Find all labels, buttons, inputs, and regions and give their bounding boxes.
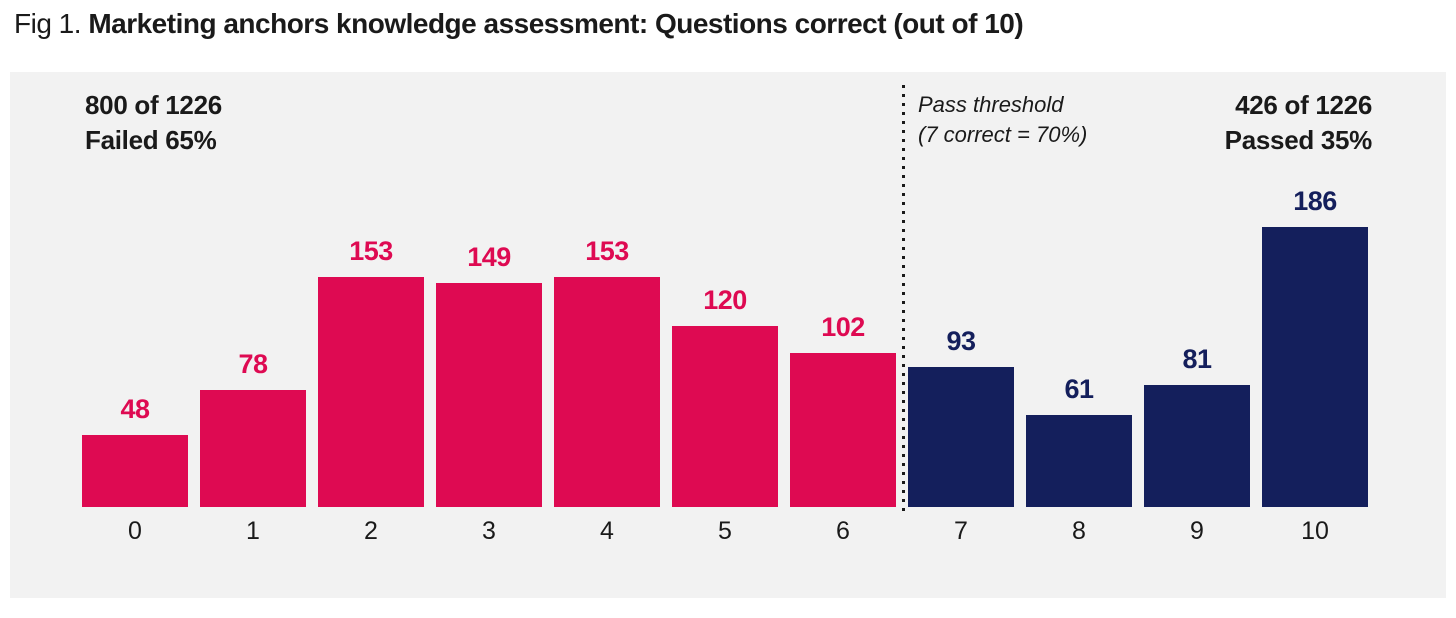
bar: [1026, 415, 1132, 507]
x-axis-tick-label: 5: [718, 517, 732, 545]
x-axis-tick-label: 10: [1301, 517, 1329, 545]
bar: [82, 435, 188, 507]
bar-chart: 48 0 78 1 153 2 149 3 153 4 120 5 102 6 93 7 61 8 81 9 186 10: [10, 72, 1446, 598]
passed-summary: 426 of 1226 Passed 35%: [1224, 88, 1373, 158]
bar-group: 61 8: [1026, 72, 1132, 598]
pass-threshold-line: [902, 85, 905, 517]
pass-threshold-label-line1: Pass threshold: [918, 92, 1064, 117]
bar: [200, 390, 306, 507]
passed-percent: Passed 35%: [1224, 125, 1373, 155]
passed-count: 426 of 1226: [1235, 90, 1372, 120]
failed-count: 800 of 1226: [85, 90, 222, 120]
bar-value-label: 153: [585, 236, 629, 266]
bar-value-label: 186: [1293, 186, 1337, 216]
bar-value-label: 120: [703, 285, 747, 315]
bar-value-label: 149: [467, 242, 511, 272]
bar-value-label: 102: [821, 312, 865, 342]
failed-percent: Failed 65%: [85, 125, 217, 155]
bar: [672, 326, 778, 507]
pass-threshold-label-line2: (7 correct = 70%): [918, 122, 1088, 147]
x-axis-tick-label: 3: [482, 517, 496, 545]
bar-group: 48 0: [82, 72, 188, 598]
bar-value-label: 81: [1182, 344, 1212, 374]
bar-group: 149 3: [436, 72, 542, 598]
figure-title: Fig 1. Marketing anchors knowledge asses…: [14, 8, 1444, 40]
bar: [436, 283, 542, 507]
bar: [1262, 227, 1368, 507]
bar-group: 81 9: [1144, 72, 1250, 598]
bar-value-label: 48: [120, 394, 150, 424]
bar-group: 186 10: [1262, 72, 1368, 598]
bar-value-label: 153: [349, 236, 393, 266]
x-axis-tick-label: 8: [1072, 517, 1086, 545]
bar-group: 78 1: [200, 72, 306, 598]
bar-group: 153 2: [318, 72, 424, 598]
bar-group: 120 5: [672, 72, 778, 598]
x-axis-tick-label: 7: [954, 517, 968, 545]
figure-title-text: Marketing anchors knowledge assessment: …: [88, 8, 1024, 39]
x-axis-tick-label: 9: [1190, 517, 1204, 545]
bar-value-label: 93: [946, 326, 976, 356]
chart-panel: 800 of 1226 Failed 65% Pass threshold (7…: [10, 72, 1446, 598]
bar-value-label: 61: [1064, 374, 1094, 404]
failed-summary: 800 of 1226 Failed 65%: [85, 88, 222, 158]
x-axis-tick-label: 1: [246, 517, 260, 545]
bar-value-label: 78: [238, 349, 268, 379]
bar-group: 153 4: [554, 72, 660, 598]
bar: [908, 367, 1014, 507]
x-axis-tick-label: 4: [600, 517, 614, 545]
bar: [1144, 385, 1250, 507]
bar: [790, 353, 896, 507]
bar: [554, 277, 660, 507]
x-axis-tick-label: 2: [364, 517, 378, 545]
figure-number: Fig 1.: [14, 8, 82, 39]
x-axis-tick-label: 6: [836, 517, 850, 545]
x-axis-tick-label: 0: [128, 517, 142, 545]
bar-group: 102 6: [790, 72, 896, 598]
pass-threshold-label: Pass threshold (7 correct = 70%): [918, 90, 1087, 150]
bar: [318, 277, 424, 507]
bar-group: 93 7: [908, 72, 1014, 598]
